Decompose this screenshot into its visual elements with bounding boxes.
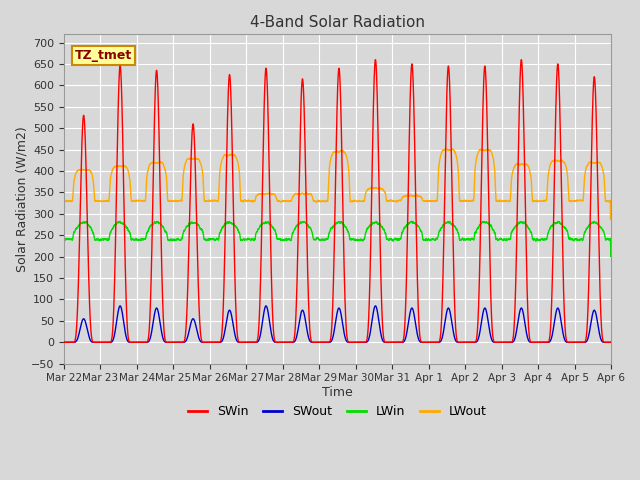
Legend: SWin, SWout, LWin, LWout: SWin, SWout, LWin, LWout xyxy=(183,400,492,423)
X-axis label: Time: Time xyxy=(322,386,353,399)
Text: TZ_tmet: TZ_tmet xyxy=(75,49,132,62)
Y-axis label: Solar Radiation (W/m2): Solar Radiation (W/m2) xyxy=(15,126,28,272)
Title: 4-Band Solar Radiation: 4-Band Solar Radiation xyxy=(250,15,425,30)
